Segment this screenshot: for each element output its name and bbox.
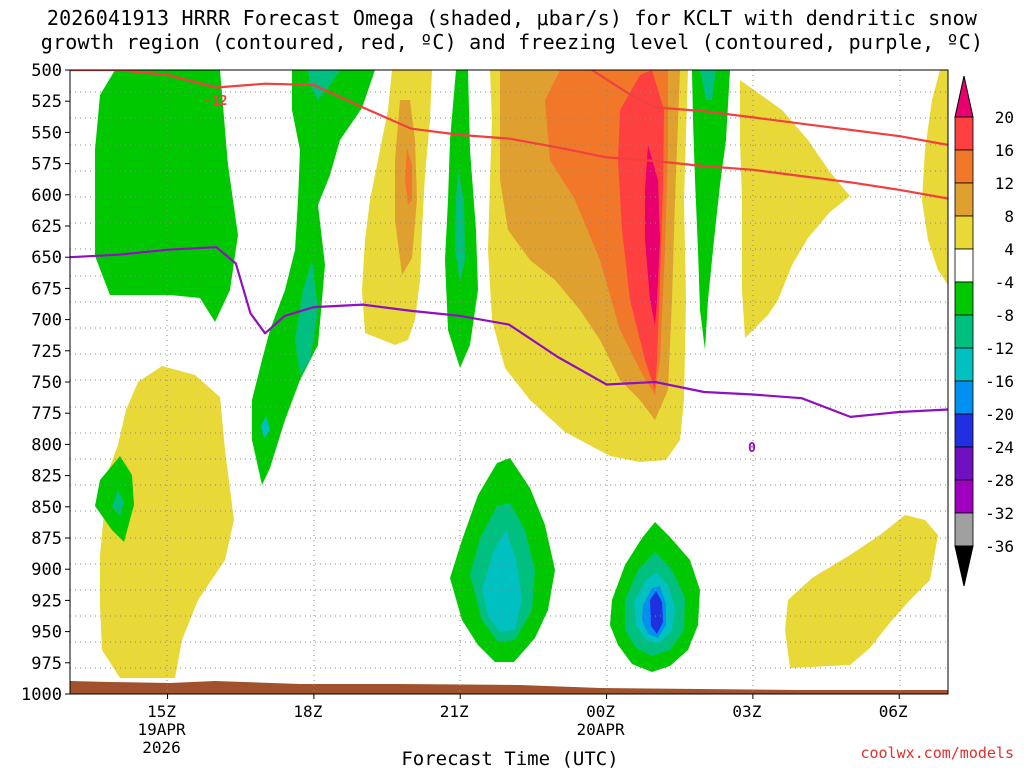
- colorbar-box: [954, 413, 974, 448]
- credit-text: coolwx.com/models: [860, 744, 1014, 762]
- contour-label-freezing: 0: [748, 441, 756, 456]
- y-tick-label: 1000: [21, 685, 62, 705]
- y-tick-label: 525: [31, 92, 62, 112]
- omega-region-yellow-right-upper: [740, 80, 850, 338]
- colorbar-top-arrow: [954, 75, 974, 118]
- y-tick-label: 600: [31, 186, 62, 206]
- colorbar-box: [954, 248, 974, 283]
- title-line-1: 2026041913 HRRR Forecast Omega (shaded, …: [46, 6, 978, 30]
- contour-dendritic-growth-zone: [70, 70, 948, 200]
- omega-region-magenta-plume: [645, 145, 660, 325]
- colorbar-box: [954, 281, 974, 316]
- colorbar-label: 12: [995, 174, 1014, 193]
- omega-region-teal-low: [261, 416, 270, 438]
- x-axis-title: Forecast Time (UTC): [401, 748, 618, 768]
- colorbar-label: -16: [985, 372, 1014, 391]
- terrain-ground: [70, 681, 948, 694]
- contour-label-dgz: -12: [204, 94, 227, 109]
- omega-region-yellow-right-lower: [785, 515, 938, 668]
- y-tick-label: 875: [31, 529, 62, 549]
- omega-region-darkorange-20z: [405, 148, 412, 205]
- chart-title: 2026041913 HRRR Forecast Omega (shaded, …: [0, 6, 1024, 54]
- colorbar: 20 16 12 8 4 -4 -8 -12 -16 -20 -24 -28 -32 -36: [954, 75, 1014, 587]
- omega-region-cyan-22z: [482, 530, 522, 632]
- x-tick-label: 20APR: [576, 720, 625, 739]
- colorbar-label: 20: [995, 108, 1014, 127]
- colorbar-label: 4: [1004, 240, 1014, 259]
- colorbar-label: -36: [985, 537, 1014, 556]
- colorbar-label: -28: [985, 471, 1014, 490]
- y-tick-label: 925: [31, 591, 62, 611]
- y-tick-label: 700: [31, 311, 62, 331]
- gridlines: [70, 70, 948, 694]
- y-tick-label: 500: [31, 61, 62, 81]
- shaded-omega-field: [70, 70, 948, 694]
- y-tick-label: 975: [31, 654, 62, 674]
- colorbar-box: [954, 314, 974, 349]
- omega-region-darkblue-01z: [650, 591, 663, 634]
- colorbar-box: [954, 149, 974, 184]
- y-tick-label: 775: [31, 404, 62, 424]
- y-tick-label: 725: [31, 342, 62, 362]
- x-tick-label: 00Z: [586, 702, 615, 721]
- x-tick-label: 06Z: [879, 702, 908, 721]
- y-tick-label: 575: [31, 155, 62, 175]
- colorbar-box: [954, 512, 974, 547]
- x-tick-label: 18Z: [293, 702, 322, 721]
- omega-region-green-02z: [692, 70, 730, 350]
- y-tick-label: 950: [31, 623, 62, 643]
- x-tick-label: 19APR: [137, 720, 186, 739]
- omega-region-yellow-left: [100, 366, 234, 678]
- colorbar-box: [954, 116, 974, 151]
- omega-region-yellow-right-edge: [922, 70, 948, 285]
- title-line-2: growth region (contoured, red, ºC) and f…: [40, 30, 984, 54]
- colorbar-label: -32: [985, 504, 1014, 523]
- x-tick-label: 21Z: [440, 702, 469, 721]
- colorbar-label: -12: [985, 339, 1014, 358]
- contour-lines: [70, 70, 948, 418]
- y-axis: 500 525 550 575 600 625 650 675 700 725 750 775 800 8…: [21, 61, 70, 705]
- y-tick-label: 550: [31, 123, 62, 143]
- colorbar-label: -24: [985, 438, 1014, 457]
- colorbar-label: -20: [985, 405, 1014, 424]
- omega-region-teal-small: [112, 490, 124, 516]
- y-tick-label: 625: [31, 217, 62, 237]
- colorbar-box: [954, 215, 974, 250]
- colorbar-box: [954, 182, 974, 217]
- x-tick-label: 2026: [142, 738, 181, 757]
- x-tick-label: 03Z: [732, 702, 761, 721]
- y-tick-label: 850: [31, 498, 62, 518]
- colorbar-bottom-arrow: [954, 545, 974, 587]
- colorbar-label: 8: [1004, 207, 1014, 226]
- omega-region-teal-02z: [700, 70, 716, 100]
- colorbar-label: 16: [995, 141, 1014, 160]
- omega-region-teal-mid: [295, 260, 318, 375]
- y-tick-label: 825: [31, 467, 62, 487]
- y-tick-label: 900: [31, 560, 62, 580]
- y-tick-label: 750: [31, 373, 62, 393]
- y-tick-label: 800: [31, 435, 62, 455]
- colorbar-box: [954, 479, 974, 514]
- x-tick-label: 15Z: [147, 702, 176, 721]
- colorbar-box: [954, 380, 974, 415]
- contour-freezing-level: [70, 246, 948, 418]
- omega-region-green-small: [95, 456, 134, 542]
- colorbar-box: [954, 446, 974, 481]
- colorbar-label: -8: [995, 306, 1014, 325]
- y-tick-label: 675: [31, 279, 62, 299]
- y-tick-label: 650: [31, 248, 62, 268]
- colorbar-label: -4: [995, 273, 1014, 292]
- contour-dendritic-growth-zone-top: [591, 70, 948, 146]
- colorbar-box: [954, 347, 974, 382]
